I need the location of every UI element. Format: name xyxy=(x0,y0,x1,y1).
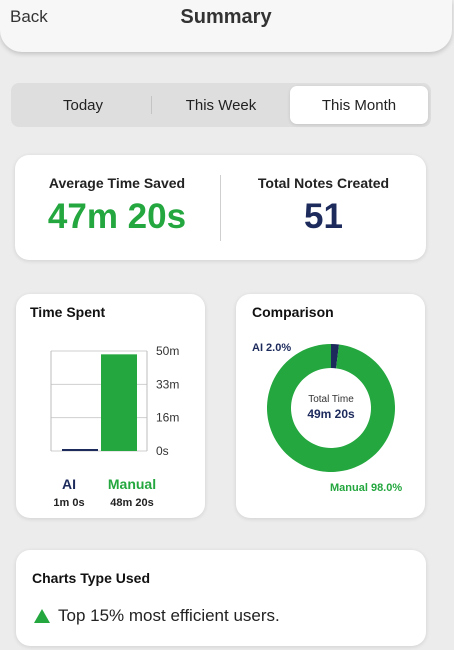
charts-type-card: Charts Type Used Top 15% most efficient … xyxy=(16,550,426,646)
bar-ai xyxy=(62,449,98,451)
period-tabs: Today This Week This Month xyxy=(11,83,431,127)
y-tick-label: 0s xyxy=(156,444,169,458)
bar-value-manual: 48m 20s xyxy=(110,497,154,509)
donut-center-value: 49m 20s xyxy=(307,407,355,421)
stats-card: Average Time Saved 47m 20s Total Notes C… xyxy=(15,155,426,260)
slice-manual xyxy=(267,344,396,472)
bar-category-ai: AI xyxy=(62,476,76,492)
comparison-title: Comparison xyxy=(252,304,334,320)
y-tick-label: 33m xyxy=(156,377,179,391)
time-spent-chart: 50m 33m 16m 0s xyxy=(50,344,179,458)
notes-value: 51 xyxy=(304,197,343,236)
charts-type-title: Charts Type Used xyxy=(32,570,150,586)
avg-time-stat: Average Time Saved 47m 20s xyxy=(15,155,219,260)
bar-category-manual: Manual xyxy=(107,476,157,492)
back-button[interactable]: Back xyxy=(10,7,48,26)
notes-label: Total Notes Created xyxy=(257,175,390,191)
tab-this-week[interactable]: This Week xyxy=(185,96,257,114)
bar-value-ai: 1m 0s xyxy=(53,497,85,509)
pie-label-manual: Manual 98.0% xyxy=(330,482,403,494)
donut-center-label: Total Time xyxy=(308,394,354,405)
comparison-card: Comparison AI 2.0% Total Time 49m 20s Ma… xyxy=(236,294,425,518)
slice-ai xyxy=(331,344,340,369)
pie-label-ai: AI 2.0% xyxy=(252,342,292,354)
bar-manual xyxy=(101,354,137,451)
efficiency-text: Top 15% most efficient users. xyxy=(58,606,280,625)
notes-stat: Total Notes Created 51 xyxy=(221,155,426,260)
stats-divider xyxy=(220,175,221,241)
time-spent-card: Time Spent 50m 33m 16m 0s AI Manual 1m 0s 4… xyxy=(16,294,205,518)
tab-this-month[interactable]: This Month xyxy=(290,86,428,124)
page-title: Summary xyxy=(180,6,272,28)
time-spent-title: Time Spent xyxy=(30,304,106,320)
y-tick-label: 16m xyxy=(156,411,179,425)
triangle-up-icon xyxy=(34,609,50,623)
header-bar: Back Summary xyxy=(0,0,452,52)
donut-hole xyxy=(292,369,370,447)
efficiency-row: Top 15% most efficient users. xyxy=(34,606,280,626)
avg-time-value: 47m 20s xyxy=(47,197,187,236)
avg-time-label: Average Time Saved xyxy=(48,175,186,191)
y-tick-label: 50m xyxy=(156,344,179,358)
tab-today[interactable]: Today xyxy=(14,86,152,124)
comparison-chart xyxy=(267,344,396,472)
